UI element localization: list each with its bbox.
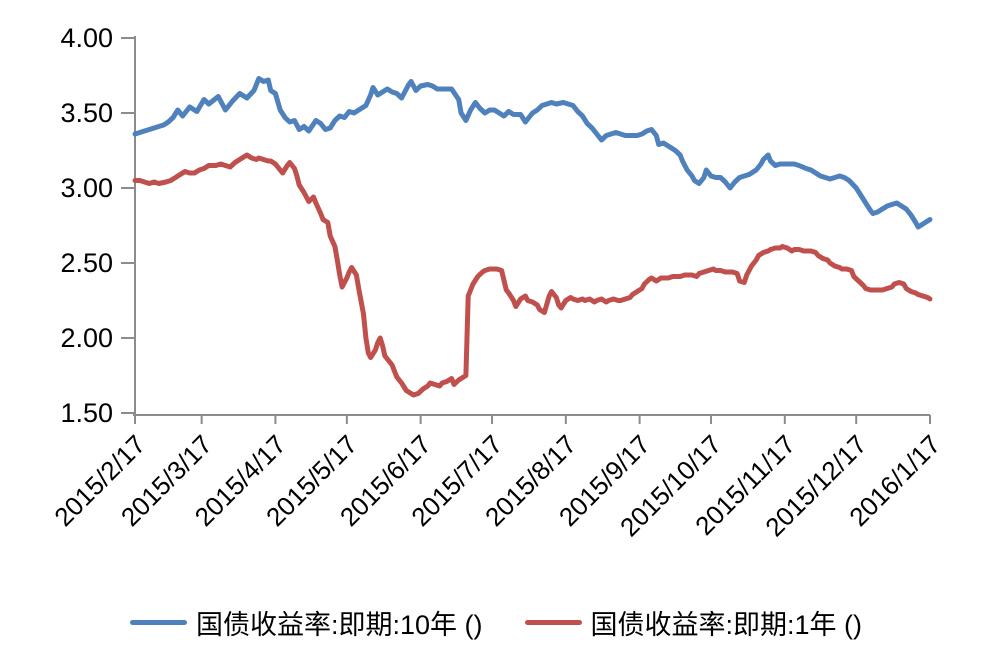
y-tick-label: 2.00: [60, 323, 113, 353]
y-tick-label: 3.00: [60, 173, 113, 203]
legend: 国债收益率:即期:10年 () 国债收益率:即期:1年 (): [0, 603, 992, 642]
series-line-1y: [132, 152, 933, 398]
series-line-10y: [132, 76, 933, 230]
y-tick-label: 1.50: [60, 398, 113, 428]
y-tick-label: 4.00: [60, 23, 113, 53]
legend-item-1y: 国债收益率:即期:1年 (): [524, 603, 863, 642]
y-tick-label: 2.50: [60, 248, 113, 278]
legend-label-10y: 国债收益率:即期:10年 (): [195, 610, 483, 640]
legend-label-1y: 国债收益率:即期:1年 (): [590, 610, 863, 640]
legend-line-1y-icon: [524, 620, 582, 625]
y-tick-label: 3.50: [60, 98, 113, 128]
legend-item-10y: 国债收益率:即期:10年 (): [129, 603, 483, 642]
legend-line-10y-icon: [129, 620, 187, 625]
